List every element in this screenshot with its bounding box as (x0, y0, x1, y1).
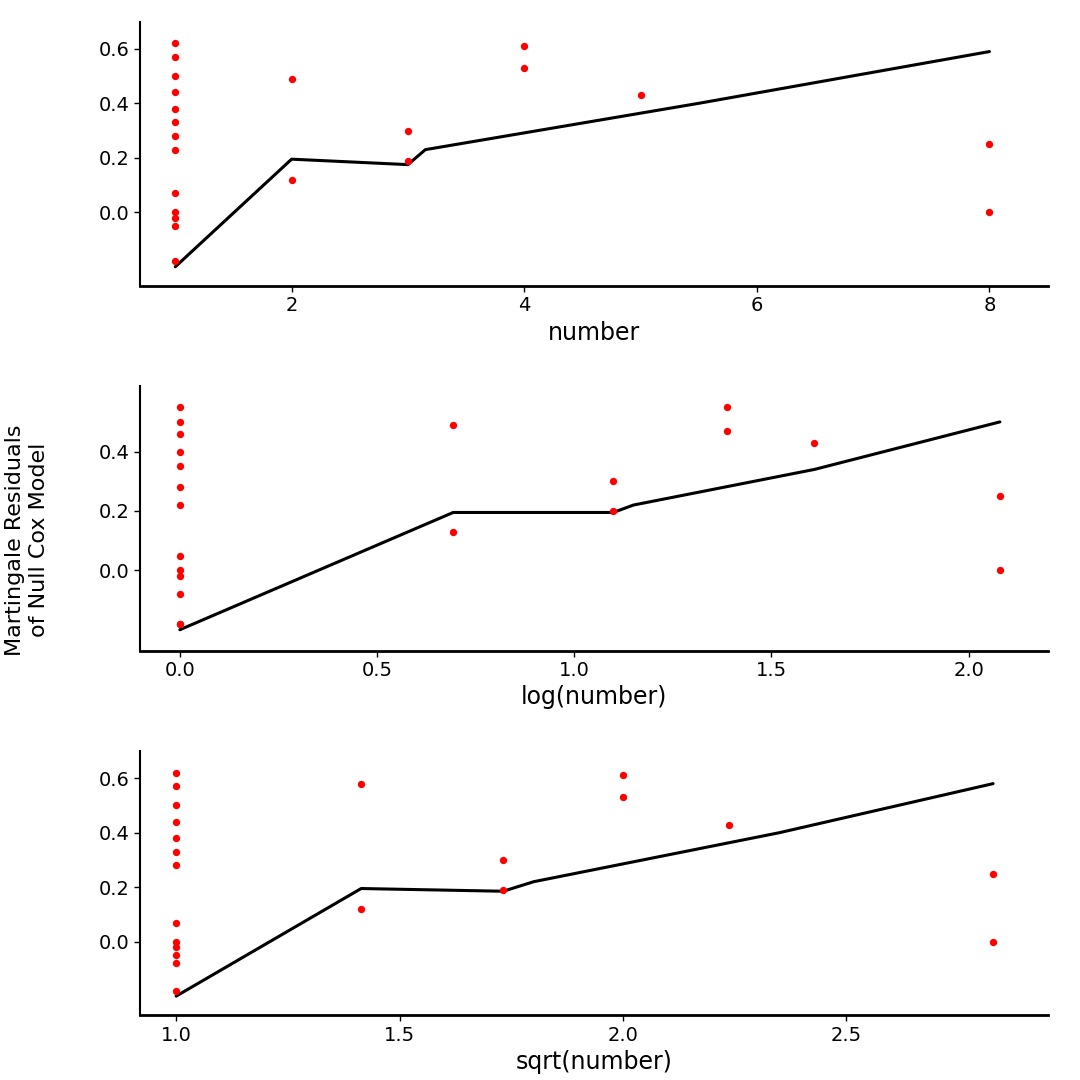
Point (167, 778, 185, 795)
Point (167, 933, 185, 950)
Point (991, 562, 1009, 579)
Point (172, 414, 189, 431)
Point (515, 38, 532, 55)
Point (605, 473, 622, 490)
Point (991, 487, 1009, 504)
Point (167, 955, 185, 972)
Point (172, 568, 189, 585)
X-axis label: sqrt(number): sqrt(number) (515, 1050, 673, 1075)
Point (167, 797, 185, 814)
Point (445, 416, 462, 433)
X-axis label: number: number (548, 321, 640, 345)
Point (981, 136, 998, 153)
Point (172, 616, 189, 633)
Point (495, 851, 512, 868)
Point (166, 35, 184, 52)
Point (166, 217, 184, 234)
Point (167, 813, 185, 831)
Point (167, 764, 185, 781)
Point (167, 829, 185, 847)
Point (166, 204, 184, 221)
Point (445, 523, 462, 540)
Point (615, 767, 632, 784)
Point (167, 982, 185, 999)
Point (172, 478, 189, 496)
Point (172, 426, 189, 443)
Point (167, 947, 185, 964)
Point (352, 901, 369, 918)
Point (632, 86, 649, 104)
Point (166, 113, 184, 131)
Point (985, 865, 1002, 882)
Point (495, 881, 512, 899)
Point (166, 49, 184, 66)
Point (283, 70, 300, 87)
Point (400, 122, 417, 139)
Point (166, 84, 184, 102)
Point (167, 856, 185, 874)
Text: Martingale Residuals
of Null Cox Model: Martingale Residuals of Null Cox Model (5, 424, 49, 656)
Point (352, 775, 369, 793)
Point (166, 185, 184, 202)
Point (720, 815, 738, 833)
Point (172, 616, 189, 633)
Point (718, 422, 735, 440)
Point (172, 497, 189, 514)
Point (806, 434, 823, 451)
Point (166, 100, 184, 118)
Point (166, 210, 184, 227)
Point (172, 546, 189, 564)
Point (172, 399, 189, 416)
Point (172, 585, 189, 603)
Point (283, 171, 300, 188)
Point (718, 399, 735, 416)
Point (166, 253, 184, 270)
Point (167, 914, 185, 931)
Point (166, 127, 184, 145)
Point (605, 502, 622, 519)
Point (515, 59, 532, 77)
Point (400, 152, 417, 170)
Point (167, 843, 185, 861)
Point (172, 443, 189, 460)
Point (981, 204, 998, 221)
Point (166, 67, 184, 84)
Point (166, 141, 184, 159)
Point (167, 939, 185, 956)
Point (172, 562, 189, 579)
Point (985, 933, 1002, 950)
X-axis label: log(number): log(number) (521, 686, 667, 710)
Point (172, 458, 189, 475)
Point (615, 788, 632, 806)
